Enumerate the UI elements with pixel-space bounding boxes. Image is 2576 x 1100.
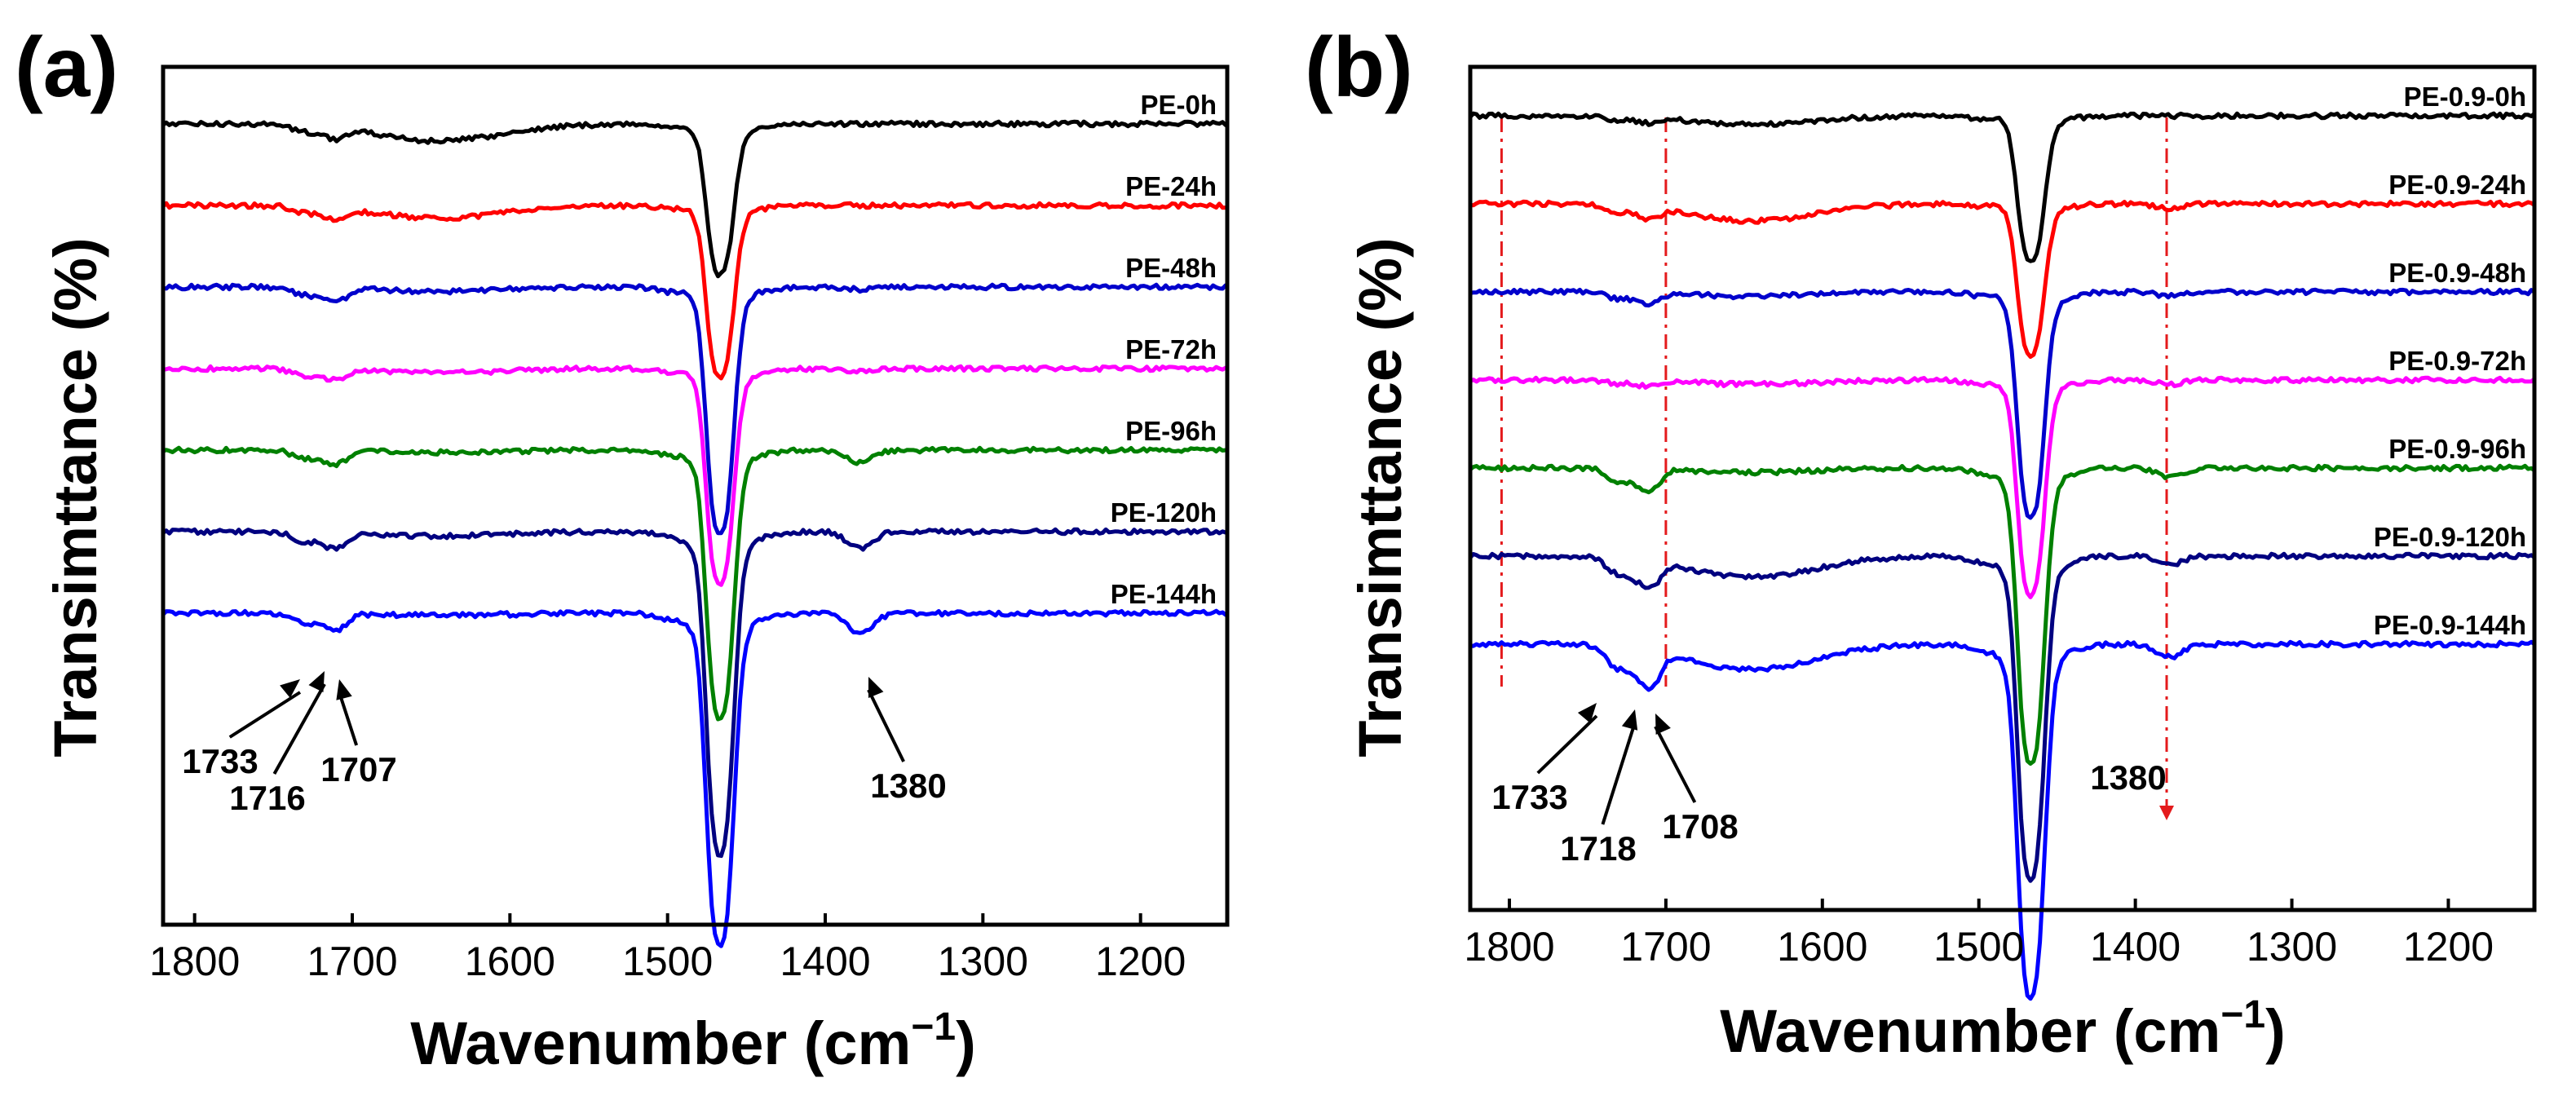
panel-b-letter: (b) (1305, 20, 1413, 115)
x-tick-label-1200: 1200 (1095, 939, 1186, 984)
annotation-1380: 1380 (870, 766, 946, 805)
panel-b: (b) Transimttance (%) Wavenumber (cm−1) … (1305, 20, 2537, 1065)
x-tick-label-1400: 1400 (2090, 924, 2181, 970)
annotation-arrowhead-1716 (308, 671, 325, 692)
series-label-pe-0.9-144h: PE-0.9-144h (2374, 610, 2526, 640)
series-label-pe-0h: PE-0h (1140, 90, 1217, 120)
annotation-arrow-1733 (1536, 714, 1598, 775)
panel-a-plot-area: PE-0h PE-24h PE-48h PE-72h PE-96h PE-120h PE-1… (161, 90, 1228, 948)
annotation-1733: 1733 (1491, 778, 1567, 816)
panel-b-plot-frame (1468, 64, 2537, 912)
annotation-arrowhead-1707 (336, 679, 352, 700)
series-line-pe-0.9-96h (1468, 463, 2537, 766)
series-line-pe-0.9-48h (1468, 287, 2537, 520)
series-label-pe-0.9-0h: PE-0.9-0h (2404, 82, 2526, 112)
annotation-arrow-1733 (228, 691, 302, 739)
series-line-pe-0.9-24h (1468, 199, 2537, 359)
x-tick-label-1600: 1600 (1777, 924, 1867, 970)
x-tick-label-1400: 1400 (780, 939, 870, 984)
series-label-pe-120h: PE-120h (1111, 497, 1217, 528)
x-tick-label-1300: 1300 (2247, 924, 2337, 970)
x-tick-label-1800: 1800 (1464, 924, 1554, 970)
annotation-1718: 1718 (1560, 829, 1636, 868)
x-tick-label-1300: 1300 (938, 939, 1028, 984)
series-label-pe-0.9-96h: PE-0.9-96h (2388, 434, 2526, 464)
series-label-pe-96h: PE-96h (1125, 416, 1217, 446)
series-line-pe-0.9-0h (1468, 111, 2537, 263)
series-line-pe-24h (161, 201, 1228, 381)
annotation-arrowhead-1708 (1655, 713, 1671, 735)
series-label-pe-0.9-72h: PE-0.9-72h (2388, 346, 2526, 376)
series-line-pe-120h (161, 527, 1228, 859)
annotation-1708: 1708 (1662, 807, 1738, 846)
panel-a-plot-frame (161, 64, 1230, 927)
series-line-pe-0.9-144h (1468, 639, 2537, 1001)
annotation-arrowhead-1380 (868, 677, 884, 698)
panel-a-letter: (a) (15, 20, 118, 115)
panel-a-y-axis-title: Transimttance (%) (42, 237, 109, 757)
series-line-pe-144h (161, 608, 1228, 948)
series-label-pe-24h: PE-24h (1125, 171, 1217, 201)
annotation-1707: 1707 (320, 750, 396, 789)
x-tick-label-1200: 1200 (2403, 924, 2494, 970)
annotation-arrowhead-1733 (280, 679, 300, 698)
series-line-pe-0h (161, 119, 1228, 279)
series-label-pe-48h: PE-48h (1125, 253, 1217, 283)
series-line-pe-96h (161, 445, 1228, 722)
panel-a-x-axis-title: Wavenumber (cm−1) (410, 1005, 975, 1077)
annotation-arrowhead-1733 (1577, 703, 1597, 723)
series-label-pe-0.9-24h: PE-0.9-24h (2388, 170, 2526, 200)
x-tick-label-1500: 1500 (622, 939, 713, 984)
series-line-pe-48h (161, 282, 1228, 536)
annotation-1380: 1380 (2090, 758, 2166, 797)
series-line-pe-0.9-72h (1468, 375, 2537, 599)
annotation-arrow-1707 (338, 691, 359, 746)
series-label-pe-0.9-120h: PE-0.9-120h (2374, 522, 2526, 552)
reference-arrowhead-1380 (2159, 806, 2175, 820)
annotation-1733: 1733 (182, 742, 258, 780)
annotation-arrow-1716 (272, 683, 326, 775)
series-label-pe-144h: PE-144h (1111, 579, 1217, 609)
series-line-pe-72h (161, 364, 1228, 587)
series-label-pe-72h: PE-72h (1125, 334, 1217, 364)
annotation-1716: 1716 (229, 779, 305, 817)
series-line-pe-0.9-120h (1468, 551, 2537, 883)
x-tick-label-1500: 1500 (1933, 924, 2024, 970)
panel-b-y-axis-title: Transimttance (%) (1346, 237, 1414, 757)
x-tick-label-1800: 1800 (149, 939, 240, 984)
annotation-arrow-1708 (1654, 726, 1697, 803)
annotation-arrow-1718 (1601, 722, 1637, 825)
annotation-arrowhead-1718 (1621, 709, 1638, 731)
panel-b-x-axis-title: Wavenumber (cm−1) (1720, 993, 2285, 1065)
x-tick-label-1700: 1700 (307, 939, 397, 984)
panel-a: (a) Transimttance (%) Wavenumber (cm−1) … (15, 20, 1230, 1077)
series-label-pe-0.9-48h: PE-0.9-48h (2388, 258, 2526, 288)
panel-b-plot-area: PE-0.9-0h PE-0.9-24h PE-0.9-48h PE-0.9-72h P… (1468, 82, 2537, 1001)
annotation-arrow-1380 (867, 689, 905, 762)
x-tick-label-1700: 1700 (1620, 924, 1711, 970)
x-tick-label-1600: 1600 (465, 939, 555, 984)
